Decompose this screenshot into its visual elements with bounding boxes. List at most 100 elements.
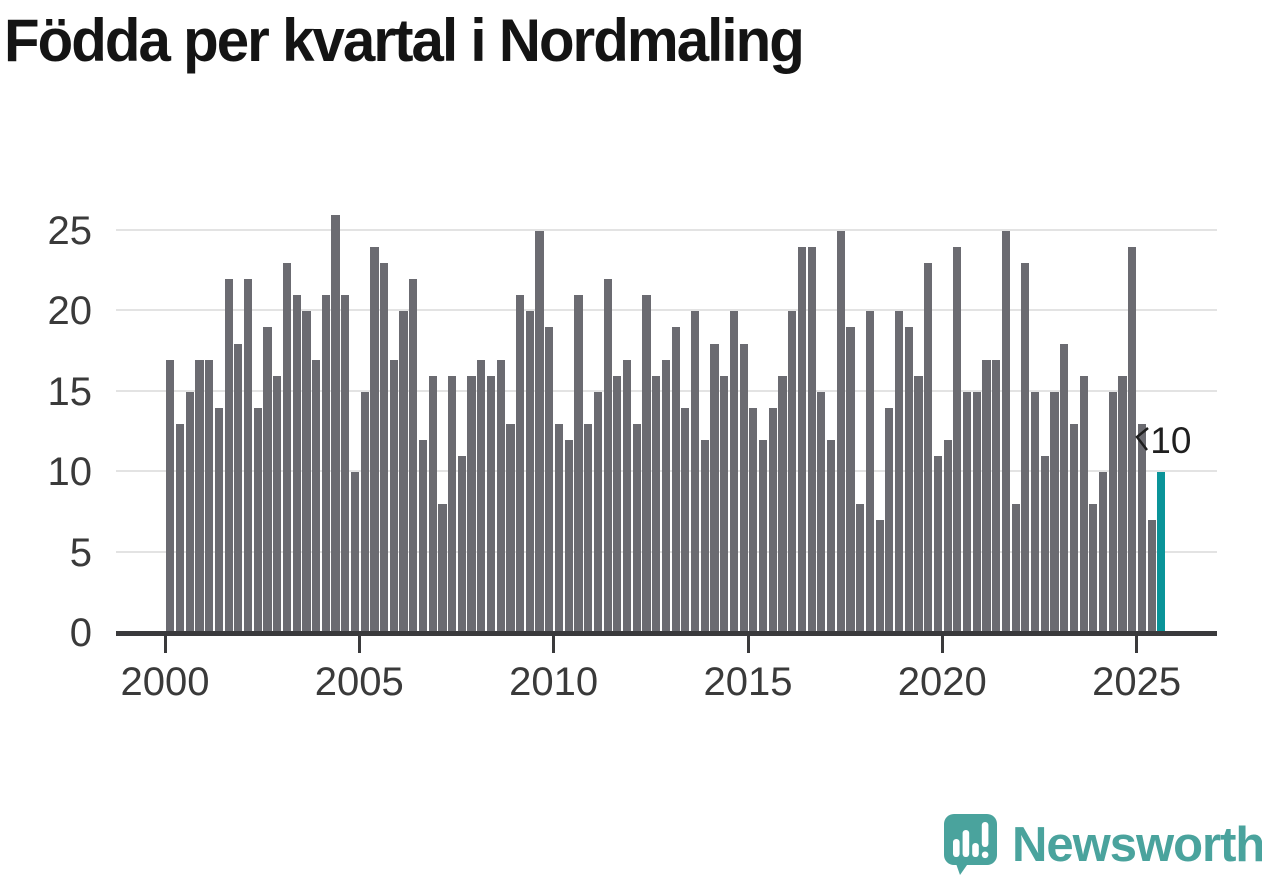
bar-2011-Q4 [622, 359, 632, 633]
gridline-y-20 [116, 309, 1217, 312]
bar-2006-Q1 [399, 311, 408, 633]
bar-2018-Q1 [865, 311, 874, 633]
bar-2024-Q1 [1098, 472, 1108, 633]
bar-2008-Q4 [506, 423, 515, 633]
bar-2008-Q1 [477, 359, 486, 633]
bar-2001-Q1 [205, 359, 214, 633]
chart-title: Födda per kvartal i Nordmaling [4, 7, 805, 74]
x-axis-label-2000: 2000 [120, 660, 210, 704]
bar-2003-Q4 [312, 359, 321, 633]
x-axis-label-2010: 2010 [509, 660, 599, 704]
x-axis-label-2015: 2015 [703, 660, 793, 704]
bar-2004-Q3 [341, 295, 350, 633]
bar-2023-Q3 [1079, 375, 1088, 633]
y-axis-label-5: 5 [69, 530, 92, 575]
bar-2016-Q4 [817, 391, 826, 633]
bar-2023-Q1 [1060, 343, 1069, 633]
annotation-leader-icon [1135, 427, 1150, 451]
bar-2018-Q4 [894, 311, 904, 633]
bar-2017-Q3 [846, 327, 855, 633]
gridline-y-25 [116, 229, 1217, 231]
bar-2001-Q3 [224, 279, 233, 633]
bar-2006-Q3 [418, 440, 428, 633]
bar-2000-Q1 [166, 359, 175, 633]
bar-2001-Q4 [234, 343, 243, 633]
bar-2013-Q1 [671, 327, 680, 633]
bar-2005-Q1 [360, 391, 369, 633]
bar-2023-Q4 [1089, 504, 1098, 633]
x-axis-tick-2020 [940, 636, 944, 653]
bar-2003-Q2 [292, 295, 301, 633]
x-axis-tick-2025 [1135, 636, 1139, 653]
bar-2018-Q3 [885, 407, 894, 633]
bar-2018-Q2 [875, 520, 884, 633]
bar-2016-Q3 [807, 247, 816, 633]
bar-2010-Q1 [554, 423, 564, 633]
x-axis-tick-2000 [163, 636, 167, 653]
bar-2021-Q1 [982, 359, 991, 633]
bar-2019-Q4 [933, 456, 942, 633]
bar-2024-Q4 [1128, 247, 1137, 633]
bar-2009-Q2 [525, 311, 534, 633]
bar-2014-Q3 [729, 311, 738, 633]
bar-2016-Q1 [788, 311, 797, 633]
bar-2024-Q2 [1108, 391, 1117, 633]
bar-2009-Q4 [545, 327, 554, 633]
bar-2017-Q4 [856, 504, 865, 633]
bar-2007-Q4 [467, 375, 476, 633]
bar-2012-Q1 [632, 423, 641, 633]
bar-2013-Q4 [700, 440, 709, 633]
y-axis-label-0: 0 [69, 611, 92, 655]
bar-2020-Q3 [962, 391, 972, 633]
bar-2021-Q3 [1001, 231, 1011, 633]
bar-2008-Q2 [486, 375, 496, 633]
bar-2009-Q1 [516, 295, 525, 633]
bar-2007-Q2 [448, 375, 457, 633]
x-axis-label-2020: 2020 [897, 660, 987, 704]
bar-2011-Q3 [613, 375, 622, 633]
x-axis-tick-2010 [552, 636, 556, 653]
x-axis-tick-2005 [357, 636, 361, 653]
y-axis-label-20: 20 [47, 289, 93, 334]
latest-value-annotation: 10 [1134, 422, 1191, 460]
bar-2001-Q2 [214, 407, 224, 633]
bar-2015-Q3 [768, 407, 777, 633]
newsworthy-logo: Newsworthy [942, 813, 1262, 877]
bar-2016-Q2 [797, 247, 806, 633]
bar-2010-Q3 [574, 295, 583, 633]
bar-2000-Q4 [195, 359, 204, 633]
bar-2005-Q3 [380, 263, 389, 633]
newsworthy-logo-icon [944, 814, 997, 875]
bar-2011-Q1 [593, 391, 602, 633]
x-axis-label-2025: 2025 [1092, 660, 1182, 704]
bar-2007-Q1 [438, 504, 447, 633]
bar-2000-Q3 [185, 391, 194, 633]
bar-2002-Q1 [244, 279, 253, 633]
x-axis-tick-2015 [746, 636, 750, 653]
bar-2021-Q4 [1011, 504, 1020, 633]
bar-2019-Q3 [924, 263, 933, 633]
bar-2006-Q2 [409, 279, 418, 633]
y-axis-label-10: 10 [47, 450, 93, 495]
bar-2004-Q4 [350, 472, 360, 633]
bar-2002-Q3 [263, 327, 272, 633]
bar-2022-Q4 [1050, 391, 1059, 633]
x-axis-label-2005: 2005 [314, 660, 404, 704]
bar-2012-Q3 [652, 375, 661, 633]
bar-2019-Q2 [914, 375, 923, 633]
bar-2020-Q2 [953, 247, 962, 633]
bar-2025-Q3 [1157, 472, 1166, 633]
bar-2013-Q2 [681, 407, 690, 633]
bar-2015-Q4 [778, 375, 787, 633]
bar-2019-Q1 [904, 327, 913, 633]
latest-value-text: 10 [1150, 420, 1192, 462]
bar-2003-Q3 [302, 311, 311, 633]
bar-2009-Q3 [535, 231, 544, 633]
bar-2003-Q1 [282, 263, 292, 633]
bar-2008-Q3 [496, 359, 505, 633]
bar-2013-Q3 [690, 311, 700, 633]
bar-2002-Q4 [273, 375, 282, 633]
y-axis-label-25: 25 [47, 209, 93, 253]
bar-2012-Q4 [661, 359, 670, 633]
bar-2021-Q2 [992, 359, 1001, 633]
